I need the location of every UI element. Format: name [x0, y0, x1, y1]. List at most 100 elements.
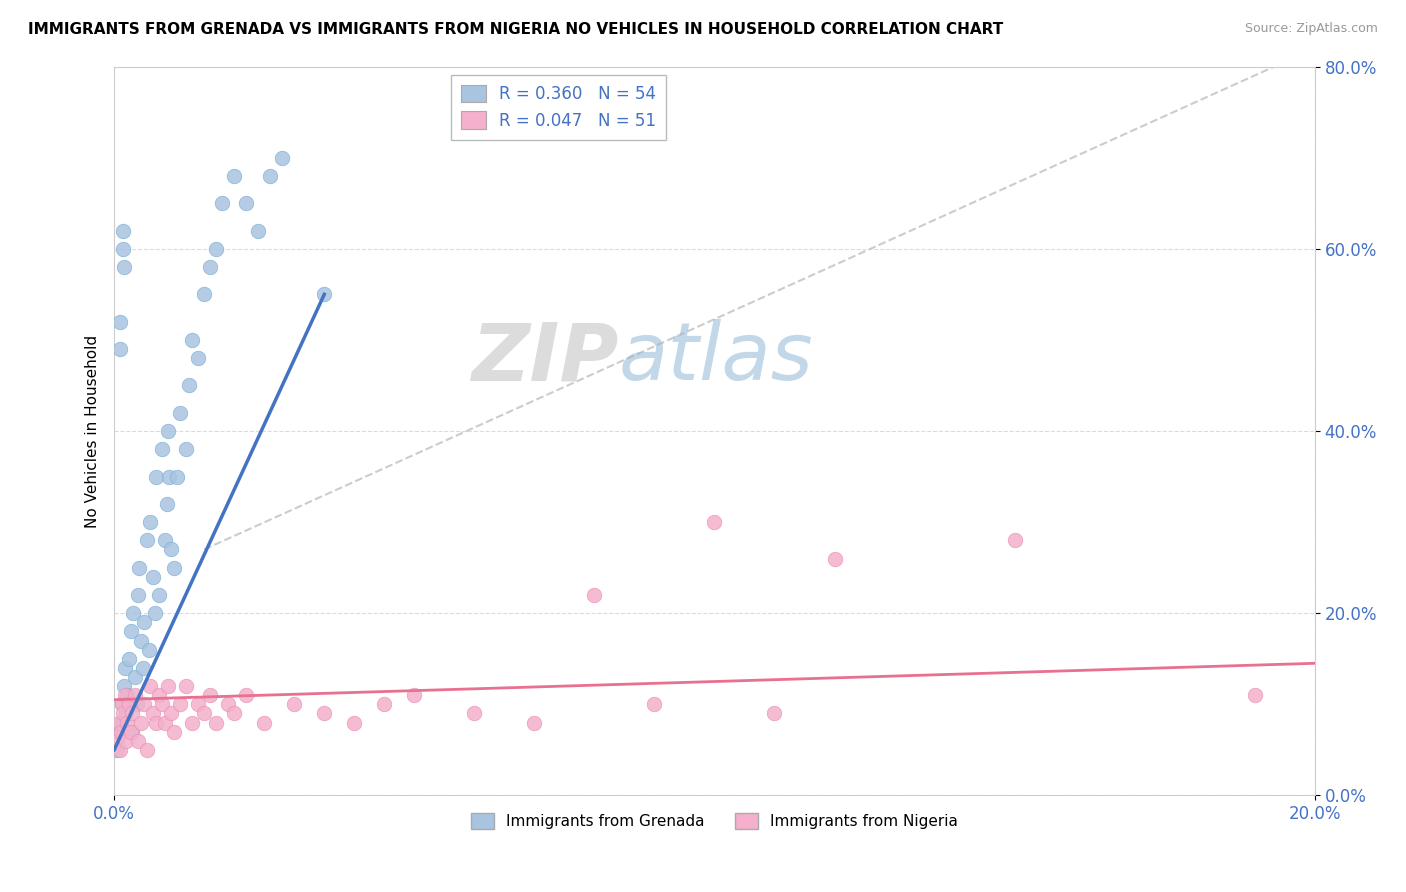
Point: [115, 706, 138, 721]
Point: [193, 706, 215, 721]
Point: [824, 551, 846, 566]
Point: [160, 706, 183, 721]
Point: [112, 260, 135, 274]
Point: [166, 469, 188, 483]
Point: [139, 515, 162, 529]
Point: [122, 606, 145, 620]
Point: [179, 378, 201, 392]
Point: [373, 698, 395, 712]
Point: [118, 652, 141, 666]
Point: [523, 715, 546, 730]
Point: [211, 196, 233, 211]
Point: [111, 223, 134, 237]
Point: [163, 724, 186, 739]
Point: [1004, 533, 1026, 548]
Point: [143, 606, 166, 620]
Point: [200, 260, 222, 274]
Point: [181, 715, 204, 730]
Point: [111, 698, 134, 712]
Point: [121, 724, 143, 739]
Point: [169, 406, 191, 420]
Point: [224, 169, 246, 183]
Point: [155, 533, 177, 548]
Point: [145, 715, 167, 730]
Point: [105, 733, 128, 747]
Point: [181, 333, 204, 347]
Point: [583, 588, 606, 602]
Point: [174, 679, 197, 693]
Point: [118, 698, 141, 712]
Point: [157, 679, 180, 693]
Text: Source: ZipAtlas.com: Source: ZipAtlas.com: [1244, 22, 1378, 36]
Point: [120, 724, 142, 739]
Point: [124, 688, 146, 702]
Point: [110, 724, 132, 739]
Point: [108, 715, 131, 730]
Point: [283, 698, 305, 712]
Point: [1243, 688, 1265, 702]
Point: [155, 715, 177, 730]
Point: [193, 287, 215, 301]
Point: [235, 688, 257, 702]
Point: [157, 424, 180, 438]
Point: [134, 615, 156, 630]
Point: [314, 287, 336, 301]
Point: [205, 242, 228, 256]
Point: [174, 442, 197, 457]
Point: [121, 706, 143, 721]
Point: [148, 588, 170, 602]
Point: [124, 670, 146, 684]
Point: [142, 570, 165, 584]
Point: [150, 442, 173, 457]
Text: atlas: atlas: [619, 319, 813, 397]
Point: [148, 688, 170, 702]
Point: [120, 624, 142, 639]
Point: [404, 688, 426, 702]
Point: [703, 515, 725, 529]
Point: [117, 688, 139, 702]
Point: [127, 733, 149, 747]
Point: [136, 533, 159, 548]
Point: [271, 151, 294, 165]
Point: [163, 560, 186, 574]
Point: [463, 706, 485, 721]
Point: [129, 715, 152, 730]
Point: [343, 715, 366, 730]
Point: [763, 706, 786, 721]
Point: [105, 743, 128, 757]
Point: [187, 351, 209, 365]
Point: [142, 706, 165, 721]
Point: [112, 242, 135, 256]
Point: [157, 469, 180, 483]
Point: [108, 743, 131, 757]
Point: [128, 560, 150, 574]
Point: [134, 698, 156, 712]
Point: [132, 661, 155, 675]
Point: [156, 497, 179, 511]
Point: [112, 706, 135, 721]
Point: [187, 698, 209, 712]
Point: [139, 679, 162, 693]
Point: [200, 688, 222, 702]
Point: [224, 706, 246, 721]
Point: [110, 715, 132, 730]
Point: [127, 588, 149, 602]
Point: [125, 698, 148, 712]
Point: [114, 688, 136, 702]
Point: [150, 698, 173, 712]
Point: [314, 706, 336, 721]
Point: [138, 642, 160, 657]
Point: [253, 715, 276, 730]
Y-axis label: No Vehicles in Household: No Vehicles in Household: [86, 334, 100, 527]
Point: [136, 743, 159, 757]
Point: [235, 196, 257, 211]
Point: [112, 679, 135, 693]
Point: [205, 715, 228, 730]
Point: [117, 715, 139, 730]
Point: [108, 342, 131, 356]
Point: [129, 633, 152, 648]
Point: [108, 315, 131, 329]
Text: ZIP: ZIP: [471, 319, 619, 397]
Point: [108, 724, 131, 739]
Point: [115, 733, 138, 747]
